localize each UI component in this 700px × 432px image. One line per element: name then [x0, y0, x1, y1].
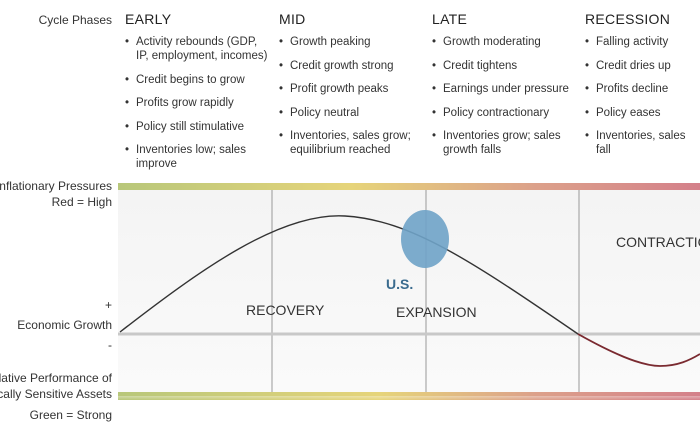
bullet-item: Activity rebounds (GDP, IP, employment, … — [125, 35, 270, 63]
cycle-phases-label: Cycle Phases — [38, 13, 112, 27]
bullet-item: Credit tightens — [432, 59, 572, 73]
growth-curve-negative — [577, 333, 700, 367]
red-high-label: Red = High — [51, 195, 112, 209]
region-label-recovery: RECOVERY — [246, 302, 325, 318]
region-label-expansion: EXPANSION — [396, 304, 477, 320]
bullet-item: Falling activity — [585, 35, 697, 49]
phase-bullets-early: Activity rebounds (GDP, IP, employment, … — [125, 35, 270, 171]
bullet-item: Credit dries up — [585, 59, 697, 73]
phase-recession: RECESSION Falling activity Credit dries … — [585, 11, 697, 167]
phase-mid: MID Growth peaking Credit growth strong … — [279, 11, 419, 167]
bullet-item: Growth peaking — [279, 35, 419, 49]
bullet-item: Earnings under pressure — [432, 82, 572, 96]
bullet-item: Policy eases — [585, 106, 697, 120]
growth-curve-positive — [119, 215, 579, 335]
bullet-item: Profit growth peaks — [279, 82, 419, 96]
phase-title-recession: RECESSION — [585, 11, 671, 27]
bullet-item: Profits grow rapidly — [125, 96, 270, 110]
green-strong-label: Green = Strong — [29, 408, 112, 422]
phase-late: LATE Growth moderating Credit tightens E… — [432, 11, 572, 167]
bullet-item: Policy neutral — [279, 106, 419, 120]
bullet-item: Inventories grow; sales growth falls — [432, 129, 572, 157]
plus-label: + — [104, 298, 112, 312]
phase-early: EARLY Activity rebounds (GDP, IP, employ… — [125, 11, 270, 181]
bullet-item: Growth moderating — [432, 35, 572, 49]
minus-label: - — [108, 338, 112, 352]
bullet-item: Policy contractionary — [432, 106, 572, 120]
phase-bullets-late: Growth moderating Credit tightens Earnin… — [432, 35, 572, 157]
inflationary-pressures-bar — [118, 183, 700, 190]
bullet-item: Inventories low; sales improve — [125, 143, 270, 171]
bullet-item: Credit growth strong — [279, 59, 419, 73]
relative-performance-label: Relative Performance of — [0, 371, 112, 385]
region-label-contraction: CONTRACTION — [616, 234, 700, 250]
us-position-marker — [401, 210, 449, 268]
inflationary-pressures-label: Inflationary Pressures — [0, 179, 112, 193]
bullet-item: Inventories, sales grow; equilibrium rea… — [279, 129, 419, 157]
phase-title-mid: MID — [279, 11, 306, 27]
bullet-item: Policy still stimulative — [125, 120, 270, 134]
phase-bullets-mid: Growth peaking Credit growth strong Prof… — [279, 35, 419, 157]
bullet-item: Credit begins to grow — [125, 73, 270, 87]
us-marker-label: U.S. — [386, 276, 414, 292]
economic-growth-label: Economic Growth — [17, 318, 112, 332]
bullet-item: Profits decline — [585, 82, 697, 96]
phase-title-early: EARLY — [125, 11, 172, 27]
relative-performance-bar-fade — [118, 396, 700, 400]
economically-sensitive-assets-label: omically Sensitive Assets — [0, 387, 112, 401]
bullet-item: Inventories, sales fall — [585, 129, 697, 157]
phase-title-late: LATE — [432, 11, 468, 27]
phase-bullets-recession: Falling activity Credit dries up Profits… — [585, 35, 697, 157]
